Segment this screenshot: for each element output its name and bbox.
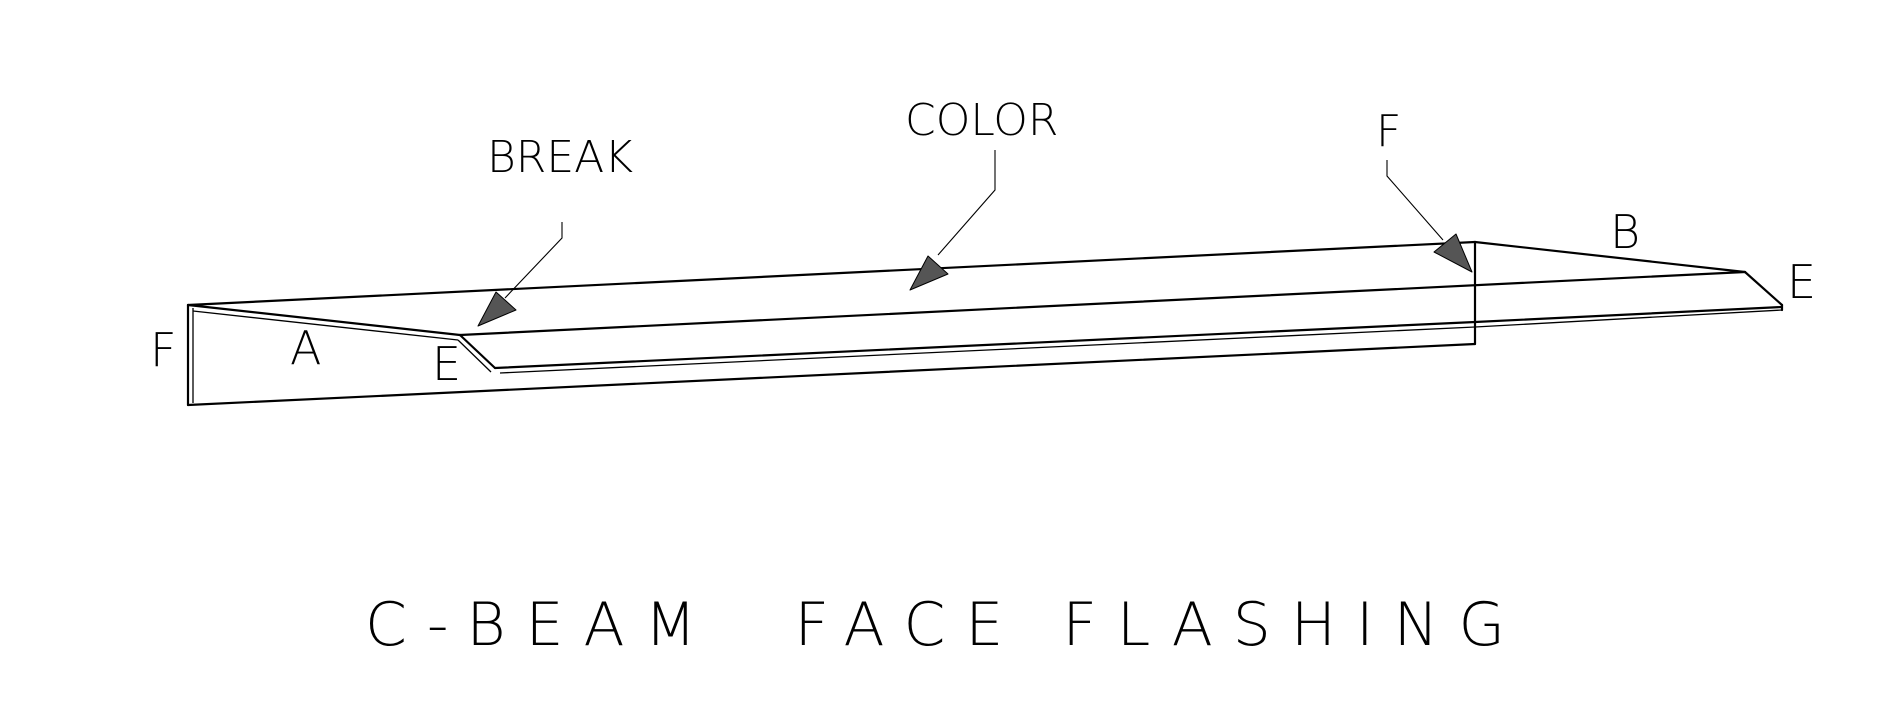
color-arrow: [909, 255, 949, 291]
panel-b: [1473, 240, 1784, 324]
left-hem-label: E: [432, 337, 461, 391]
break-callout: [477, 222, 563, 327]
right-hem-label: E: [1787, 255, 1816, 309]
break-arrow: [477, 291, 517, 327]
color-callout: [909, 150, 996, 291]
break-line: [458, 270, 1747, 337]
left-face: [186, 303, 1477, 407]
left-panel-label: A: [290, 321, 321, 375]
fold-callout-label: F: [1376, 106, 1401, 157]
break-label: BREAK: [487, 132, 633, 183]
left-face-label: F: [150, 323, 176, 377]
color-label: COLOR: [905, 95, 1059, 146]
top-edge: [186, 240, 1477, 307]
drawing-title: C-BEAM FACE FLASHING: [365, 590, 1525, 660]
fold-arrow: [1433, 233, 1473, 273]
fold-callout: [1386, 160, 1473, 273]
panel-a: [186, 303, 462, 341]
right-panel-label: B: [1610, 205, 1640, 259]
left-hem: [457, 320, 1477, 374]
right-hem: [1474, 270, 1784, 328]
